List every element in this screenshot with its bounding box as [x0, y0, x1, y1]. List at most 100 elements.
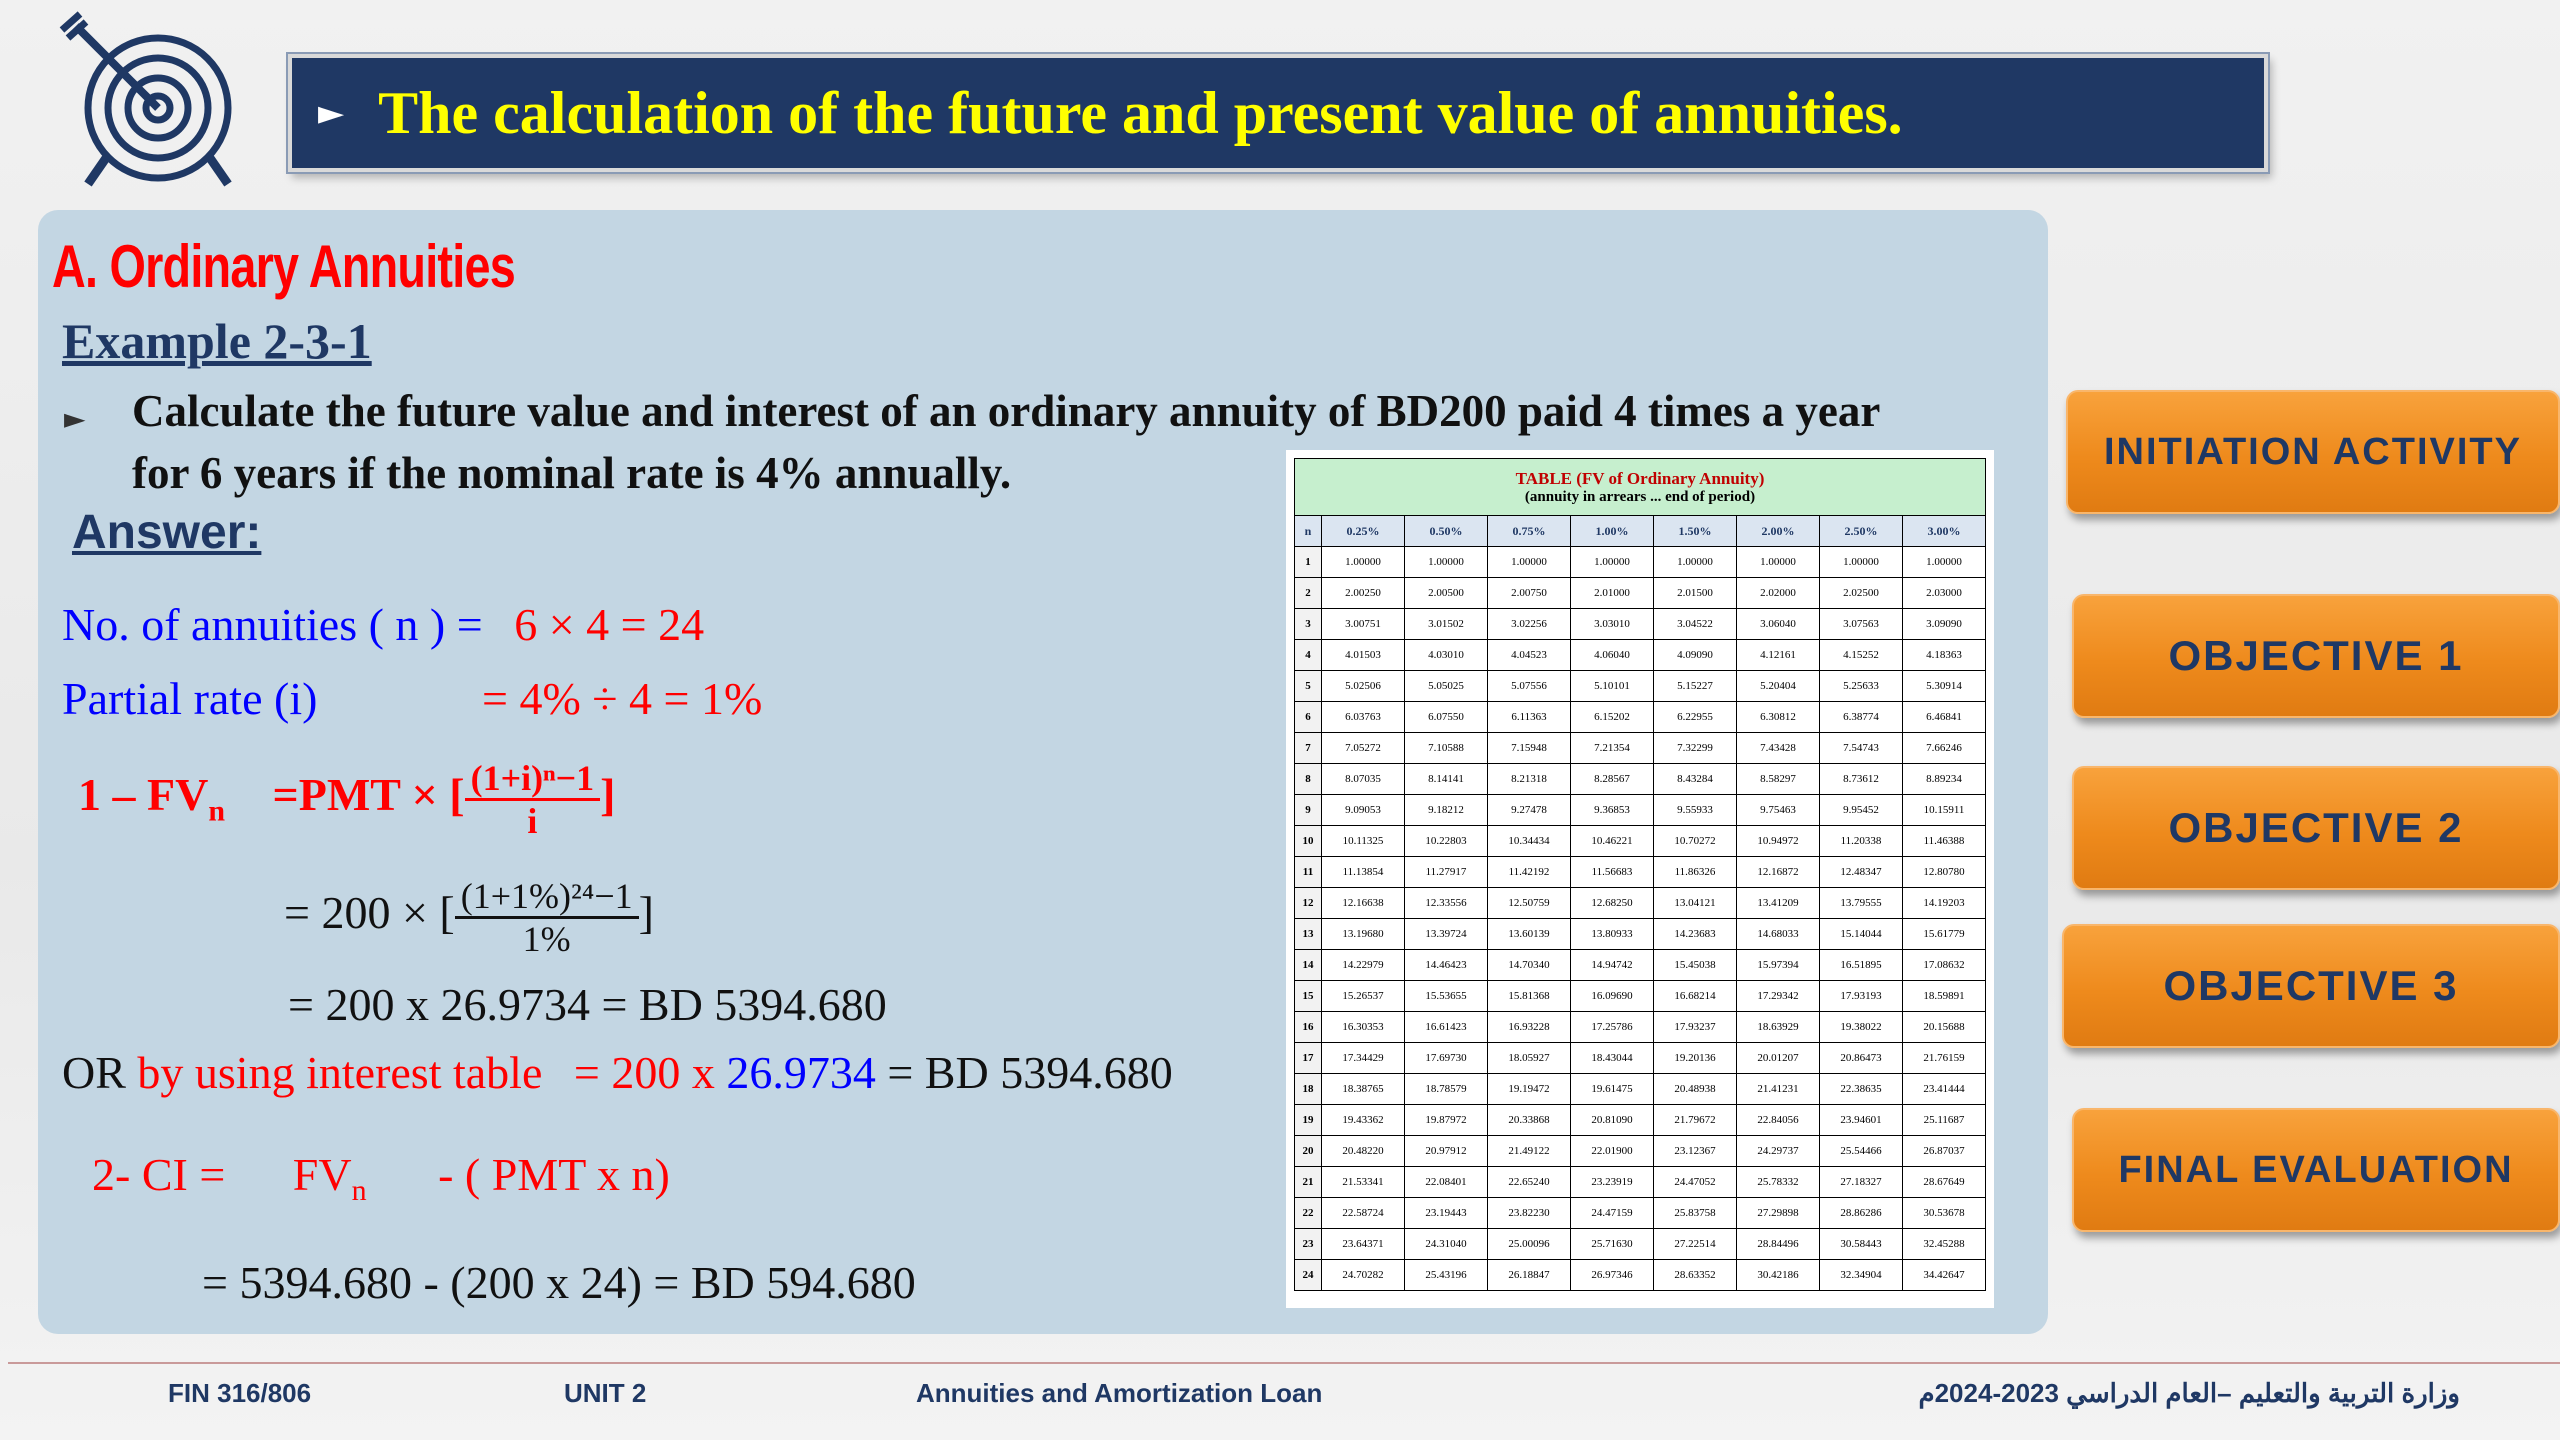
table-value-cell: 26.18847	[1487, 1259, 1571, 1291]
fv-annuity-table-image: TABLE (FV of Ordinary Annuity) (annuity …	[1286, 450, 1994, 1308]
table-value-cell: 3.04522	[1653, 608, 1737, 640]
table-row: 2 2.00250 2.00500 2.00750 2.01000 2.01500 2.02…	[1294, 577, 1986, 609]
table-value-cell: 24.29737	[1736, 1135, 1820, 1167]
table-value-cell: 23.41444	[1902, 1073, 1986, 1105]
table-value-cell: 24.47159	[1570, 1197, 1654, 1229]
substitution-numerator: (1+1%)²⁴−1	[454, 876, 639, 919]
table-value-cell: 6.15202	[1570, 701, 1654, 733]
rate-label: Partial rate (i)	[62, 673, 318, 724]
table-period-cell: 14	[1294, 949, 1322, 981]
table-value-cell: 16.09690	[1570, 980, 1654, 1012]
table-value-cell: 17.08632	[1902, 949, 1986, 981]
fv-annuity-table: TABLE (FV of Ordinary Annuity) (annuity …	[1294, 458, 1986, 1291]
table-value-cell: 11.27917	[1404, 856, 1488, 888]
table-value-cell: 16.61423	[1404, 1011, 1488, 1043]
table-value-cell: 25.54466	[1819, 1135, 1903, 1167]
or-result: = BD 5394.680	[887, 1047, 1173, 1098]
table-value-cell: 23.23919	[1570, 1166, 1654, 1198]
table-value-cell: 9.18212	[1404, 794, 1488, 826]
table-value-cell: 18.43044	[1570, 1042, 1654, 1074]
table-value-cell: 25.43196	[1404, 1259, 1488, 1291]
table-value-cell: 3.07563	[1819, 608, 1903, 640]
table-subtitle: (annuity in arrears ... end of period)	[1524, 488, 1756, 505]
table-value-cell: 18.05927	[1487, 1042, 1571, 1074]
table-value-cell: 32.34904	[1819, 1259, 1903, 1291]
table-value-cell: 1.00000	[1819, 546, 1903, 578]
table-value-cell: 23.64371	[1321, 1228, 1405, 1260]
table-period-cell: 12	[1294, 887, 1322, 919]
table-header-row: n 0.25% 0.50% 0.75% 1.00% 1.50% 2.00% 2.50% 3.0…	[1294, 515, 1986, 547]
table-value-cell: 1.00000	[1902, 546, 1986, 578]
table-value-cell: 13.60139	[1487, 918, 1571, 950]
table-value-cell: 4.04523	[1487, 639, 1571, 671]
table-value-cell: 23.82230	[1487, 1197, 1571, 1229]
table-value-cell: 6.38774	[1819, 701, 1903, 733]
table-value-cell: 20.15688	[1902, 1011, 1986, 1043]
table-value-cell: 4.15252	[1819, 639, 1903, 671]
table-value-cell: 16.93228	[1487, 1011, 1571, 1043]
table-row: 17 17.34429 17.69730 18.05927 18.43044 19.201…	[1294, 1042, 1986, 1074]
table-value-cell: 21.53341	[1321, 1166, 1405, 1198]
table-value-cell: 3.03010	[1570, 608, 1654, 640]
objective-1-button[interactable]: OBJECTIVE 1	[2072, 594, 2560, 718]
table-period-cell: 17	[1294, 1042, 1322, 1074]
table-value-cell: 8.28567	[1570, 763, 1654, 795]
table-value-cell: 24.47052	[1653, 1166, 1737, 1198]
table-value-cell: 23.12367	[1653, 1135, 1737, 1167]
table-value-cell: 21.41231	[1736, 1073, 1820, 1105]
table-row: 20 20.48220 20.97912 21.49122 22.01900 23.123…	[1294, 1135, 1986, 1167]
table-value-cell: 21.76159	[1902, 1042, 1986, 1074]
final-evaluation-button[interactable]: FINAL EVALUATION	[2072, 1108, 2560, 1232]
table-value-cell: 27.18327	[1819, 1166, 1903, 1198]
table-period-cell: 4	[1294, 639, 1322, 671]
table-period-cell: 2	[1294, 577, 1322, 609]
table-rate-header: 2.50%	[1819, 515, 1903, 547]
table-value-cell: 14.22979	[1321, 949, 1405, 981]
table-value-cell: 17.93193	[1819, 980, 1903, 1012]
objective-3-button[interactable]: OBJECTIVE 3	[2062, 924, 2560, 1048]
table-value-cell: 13.19680	[1321, 918, 1405, 950]
table-value-cell: 4.03010	[1404, 639, 1488, 671]
table-title: TABLE (FV of Ordinary Annuity)	[1515, 468, 1765, 488]
table-value-cell: 19.61475	[1570, 1073, 1654, 1105]
table-title-cell: TABLE (FV of Ordinary Annuity) (annuity …	[1294, 458, 1986, 516]
table-value-cell: 25.71630	[1570, 1228, 1654, 1260]
table-value-cell: 6.22955	[1653, 701, 1737, 733]
ci-fv: FV	[292, 1149, 352, 1200]
initiation-activity-button[interactable]: INITIATION ACTIVITY	[2066, 390, 2560, 514]
table-value-cell: 13.41209	[1736, 887, 1820, 919]
table-value-cell: 4.01503	[1321, 639, 1405, 671]
table-rate-header: 2.00%	[1736, 515, 1820, 547]
table-value-cell: 17.93237	[1653, 1011, 1737, 1043]
table-value-cell: 30.53678	[1902, 1197, 1986, 1229]
table-value-cell: 19.19472	[1487, 1073, 1571, 1105]
table-value-cell: 7.54743	[1819, 732, 1903, 764]
substitution-suffix: ]	[638, 887, 654, 939]
table-value-cell: 8.43284	[1653, 763, 1737, 795]
table-value-cell: 22.38635	[1819, 1073, 1903, 1105]
table-value-cell: 25.78332	[1736, 1166, 1820, 1198]
table-value-cell: 27.29898	[1736, 1197, 1820, 1229]
table-value-cell: 25.11687	[1902, 1104, 1986, 1136]
table-period-cell: 24	[1294, 1259, 1322, 1291]
table-value-cell: 28.67649	[1902, 1166, 1986, 1198]
table-value-cell: 12.16638	[1321, 887, 1405, 919]
table-value-cell: 10.34434	[1487, 825, 1571, 857]
table-value-cell: 2.01500	[1653, 577, 1737, 609]
substitution-fraction: (1+1%)²⁴−1 1%	[454, 876, 639, 959]
table-value-cell: 19.38022	[1819, 1011, 1903, 1043]
table-value-cell: 26.87037	[1902, 1135, 1986, 1167]
title-bullet-icon: ►	[318, 93, 345, 133]
table-value-cell: 20.48938	[1653, 1073, 1737, 1105]
or-factor: 26.9734	[726, 1047, 876, 1098]
table-value-cell: 11.13854	[1321, 856, 1405, 888]
table-value-cell: 28.86286	[1819, 1197, 1903, 1229]
table-value-cell: 11.46388	[1902, 825, 1986, 857]
objective-2-button[interactable]: OBJECTIVE 2	[2072, 766, 2560, 890]
table-value-cell: 6.03763	[1321, 701, 1405, 733]
table-value-cell: 11.56683	[1570, 856, 1654, 888]
table-value-cell: 26.97346	[1570, 1259, 1654, 1291]
table-value-cell: 14.68033	[1736, 918, 1820, 950]
table-value-cell: 22.08401	[1404, 1166, 1488, 1198]
table-period-cell: 13	[1294, 918, 1322, 950]
